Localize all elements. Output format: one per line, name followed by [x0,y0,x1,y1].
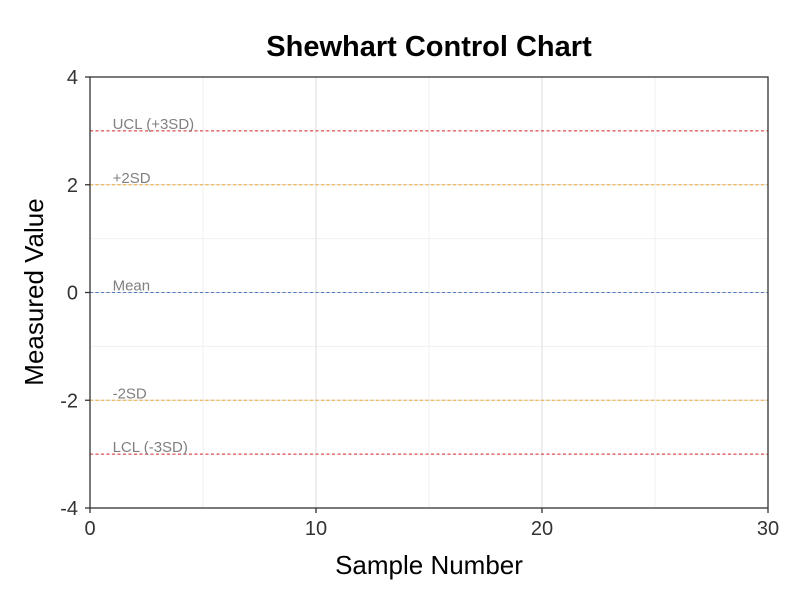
y-tick-label: 0 [67,283,78,305]
x-tick-label: 0 [84,518,95,540]
x-tick-label: 20 [531,518,553,540]
reference-line-label: -2SD [113,385,147,402]
reference-lines: UCL (+3SD) +2SD Mean -2SD LCL (-3SD) [90,116,768,456]
reference-line-label: Mean [113,278,151,295]
y-tick-label: -4 [60,498,78,520]
x-tick-label: 30 [757,518,779,540]
x-axis-title: Sample Number [335,550,523,580]
x-tick-label: 10 [305,518,327,540]
axis-ticks: 0 10 20 30 -4 -2 0 2 4 [60,67,779,540]
reference-line-label: LCL (-3SD) [113,439,188,456]
y-tick-label: 4 [67,67,78,89]
reference-line-label: +2SD [113,170,151,187]
y-tick-label: 2 [67,175,78,197]
reference-line-label: UCL (+3SD) [113,116,195,133]
chart-title: Shewhart Control Chart [266,31,592,63]
y-axis-title: Measured Value [19,198,49,385]
y-tick-label: -2 [60,390,78,412]
